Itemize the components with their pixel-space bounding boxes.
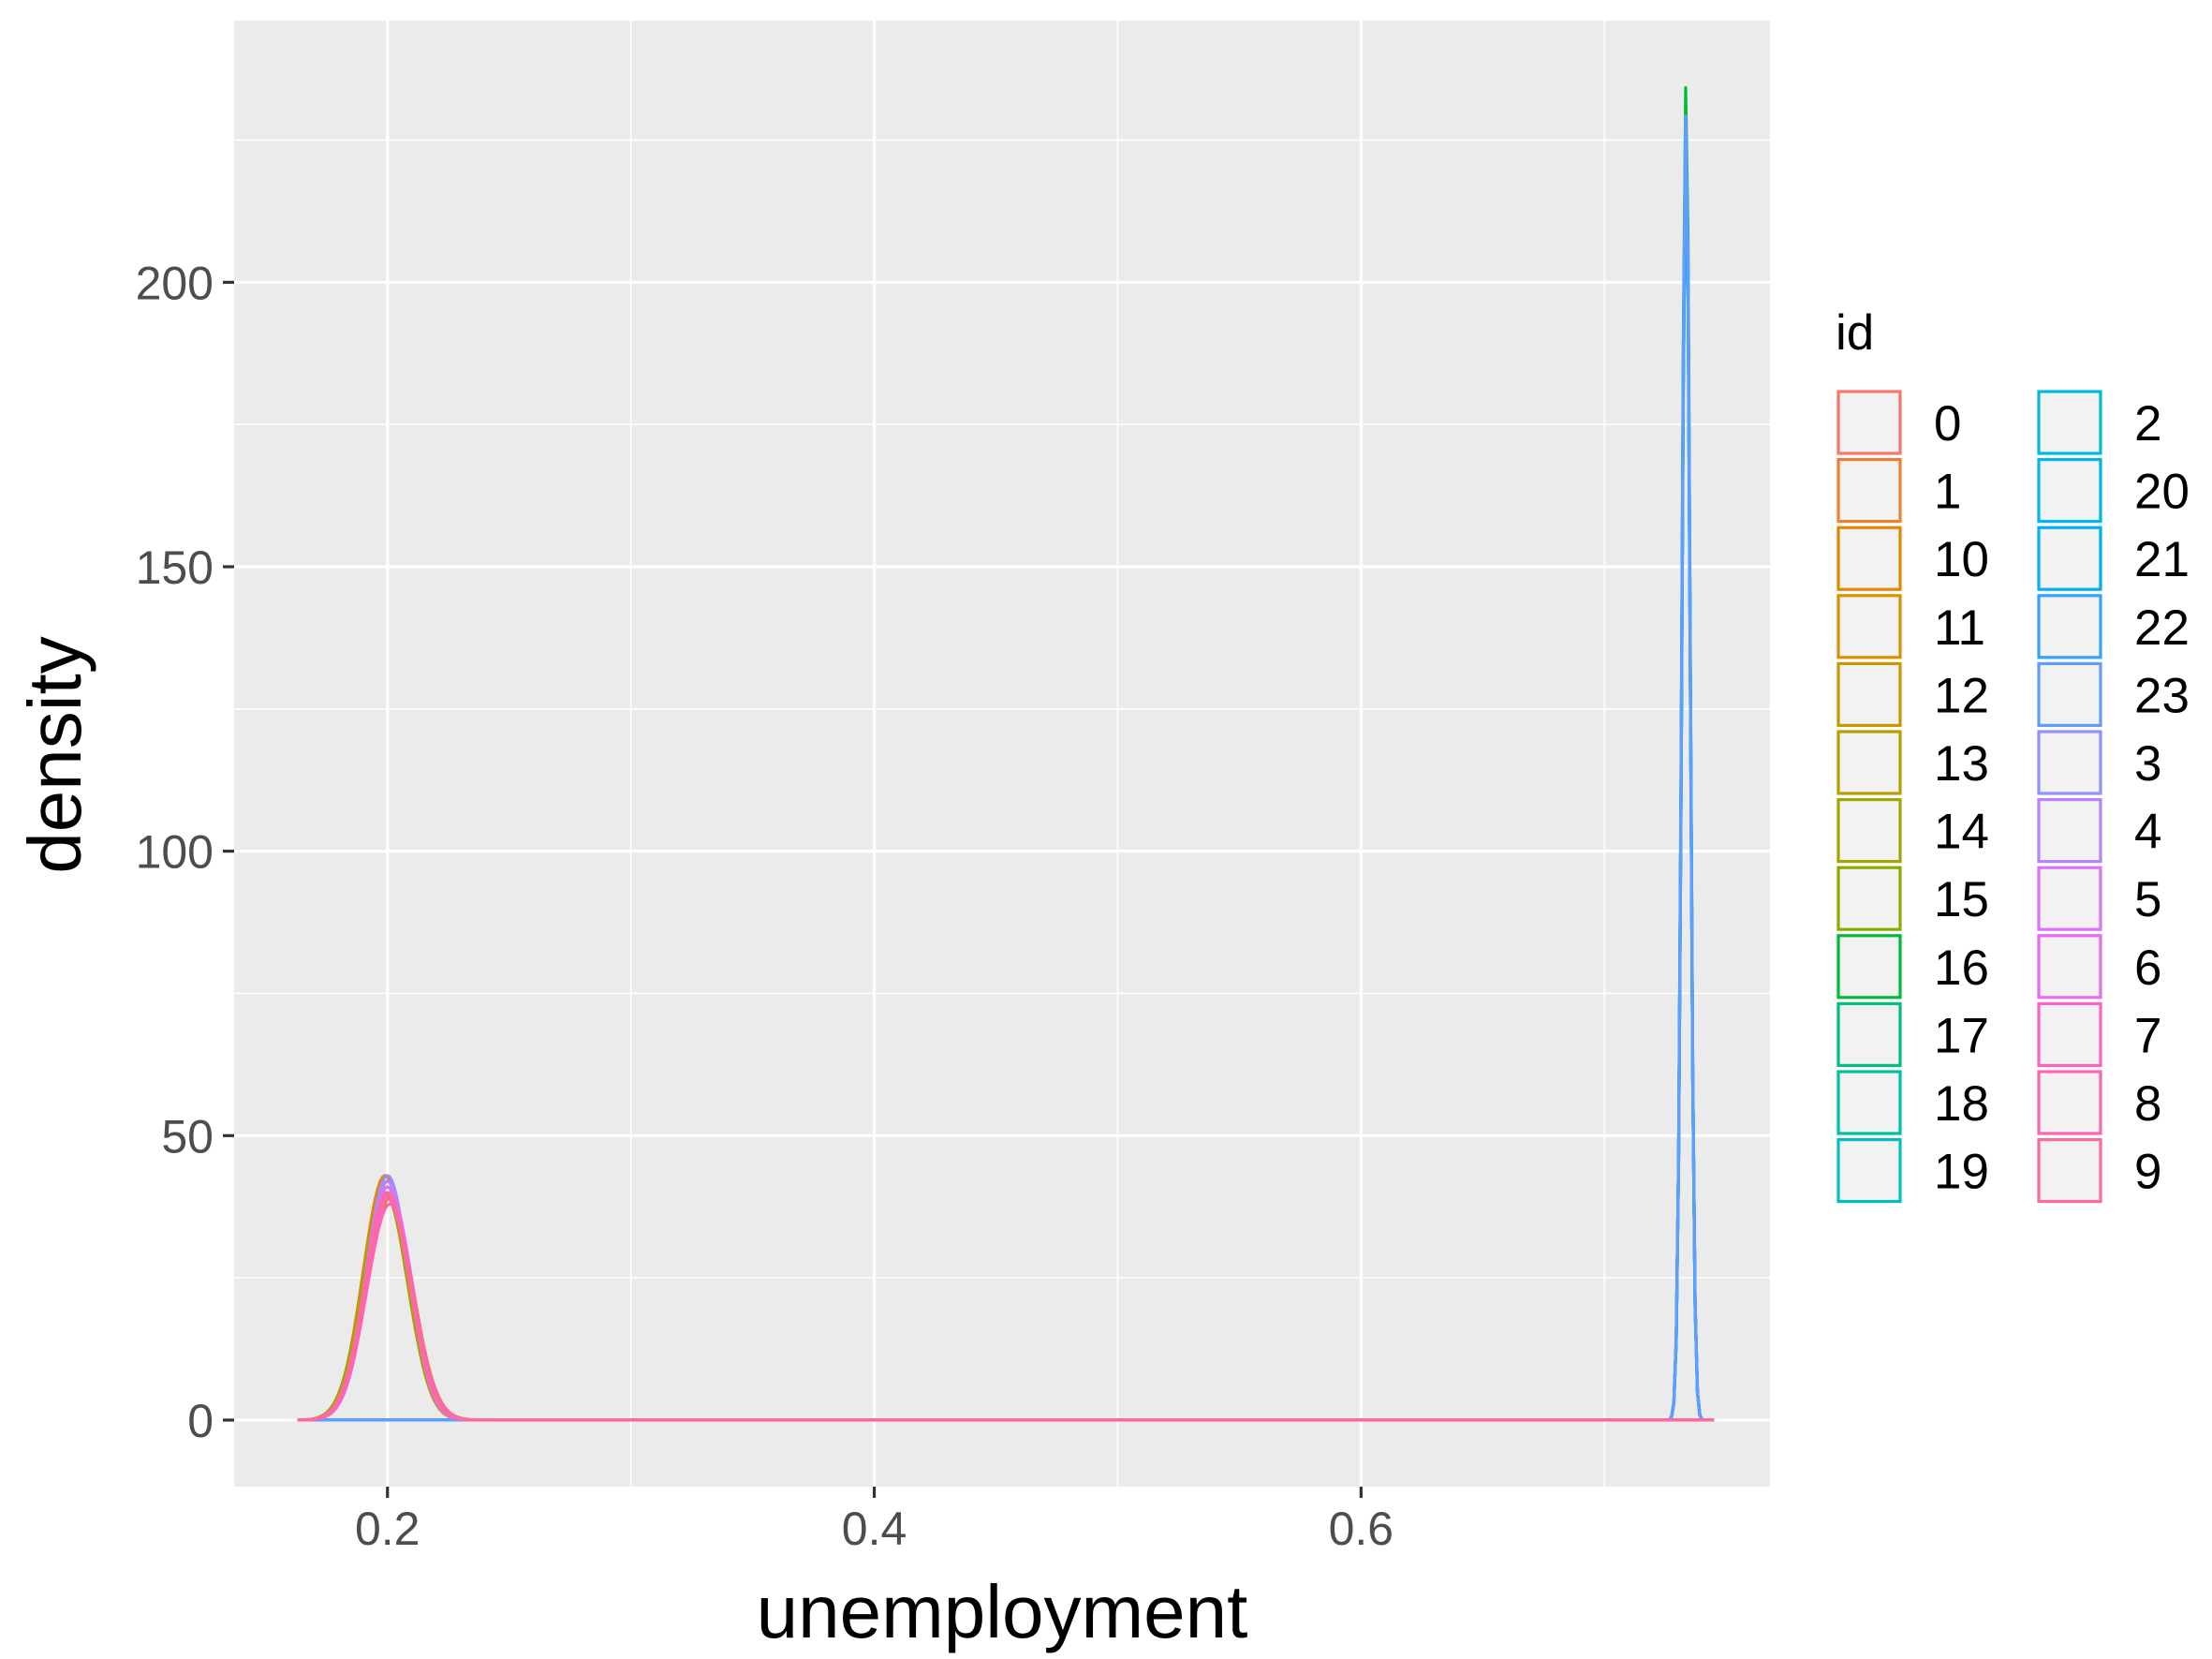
legend-label-19: 19 <box>1934 1145 1989 1200</box>
legend-title: id <box>1836 305 1874 361</box>
legend-label-9: 9 <box>2134 1145 2161 1200</box>
legend-label-20: 20 <box>2134 465 2190 520</box>
legend-label-11: 11 <box>1934 600 1985 656</box>
legend-key-10 <box>1836 526 1902 591</box>
legend-key-4 <box>2037 797 2102 864</box>
legend-key-17 <box>1836 1001 1902 1068</box>
legend-key-14 <box>1836 797 1902 864</box>
legend-label-15: 15 <box>1934 872 1989 927</box>
legend-key-19 <box>1836 1137 1902 1204</box>
legend-label-22: 22 <box>2134 600 2190 656</box>
legend-label-17: 17 <box>1934 1008 1989 1063</box>
y-tick-label-4: 200 <box>136 257 214 309</box>
legend-key-18 <box>1836 1070 1902 1135</box>
legend-label-6: 6 <box>2134 941 2161 996</box>
legend-key-11 <box>1836 594 1902 659</box>
legend-label-1: 1 <box>1934 465 1961 520</box>
legend-key-15 <box>1836 866 1902 931</box>
legend-label-2: 2 <box>2134 396 2161 452</box>
density-line-9 <box>297 1191 1715 1422</box>
legend-key-20 <box>2037 458 2102 524</box>
y-tick-label-2: 100 <box>136 826 214 879</box>
legend-key-22 <box>2037 594 2102 659</box>
y-axis: 0 50 100 150 200 <box>136 257 234 1447</box>
plot-panel <box>234 21 1770 1487</box>
legend-key-6 <box>2037 934 2102 1000</box>
y-tick-label-0: 0 <box>187 1395 214 1447</box>
legend-key-1 <box>1836 458 1902 524</box>
legend-label-3: 3 <box>2134 736 2161 792</box>
x-tick-label-0: 0.2 <box>355 1503 420 1555</box>
legend-label-7: 7 <box>2134 1008 2161 1063</box>
legend-label-13: 13 <box>1934 736 1989 792</box>
legend-label-16: 16 <box>1934 941 1989 996</box>
x-axis: 0.2 0.4 0.6 <box>355 1487 1394 1555</box>
legend-key-12 <box>1836 661 1902 728</box>
legend-label-18: 18 <box>1934 1076 1989 1132</box>
y-axis-title: density <box>13 636 96 873</box>
legend: id 0 1 10 11 12 13 14 15 16 17 18 19 2 20 21 22 23 3 4 5 6 7 8… <box>1836 305 2190 1204</box>
legend-label-23: 23 <box>2134 668 2190 723</box>
legend-key-23 <box>2037 661 2102 728</box>
legend-label-14: 14 <box>1934 805 1989 860</box>
y-tick-label-3: 150 <box>136 541 214 594</box>
x-tick-label-2: 0.6 <box>1329 1503 1394 1555</box>
legend-key-5 <box>2037 866 2102 931</box>
legend-label-10: 10 <box>1934 532 1989 587</box>
density-curves <box>297 86 1715 1422</box>
legend-label-12: 12 <box>1934 668 1989 723</box>
legend-key-2 <box>2037 390 2102 455</box>
legend-label-21: 21 <box>2134 532 2190 587</box>
legend-label-5: 5 <box>2134 872 2161 927</box>
legend-key-8 <box>2037 1070 2102 1135</box>
legend-label-0: 0 <box>1934 396 1961 452</box>
x-axis-title: unemployment <box>757 1570 1248 1653</box>
legend-key-21 <box>2037 526 2102 591</box>
legend-key-3 <box>2037 730 2102 795</box>
legend-key-9 <box>2037 1137 2102 1204</box>
legend-key-7 <box>2037 1001 2102 1068</box>
legend-key-0 <box>1836 390 1902 455</box>
legend-key-13 <box>1836 730 1902 795</box>
legend-label-4: 4 <box>2134 805 2161 860</box>
x-tick-label-1: 0.4 <box>842 1503 907 1555</box>
y-tick-label-1: 50 <box>161 1110 214 1163</box>
minor-gridlines <box>234 21 1770 1487</box>
legend-label-8: 8 <box>2134 1076 2161 1132</box>
legend-key-16 <box>1836 934 1902 1000</box>
